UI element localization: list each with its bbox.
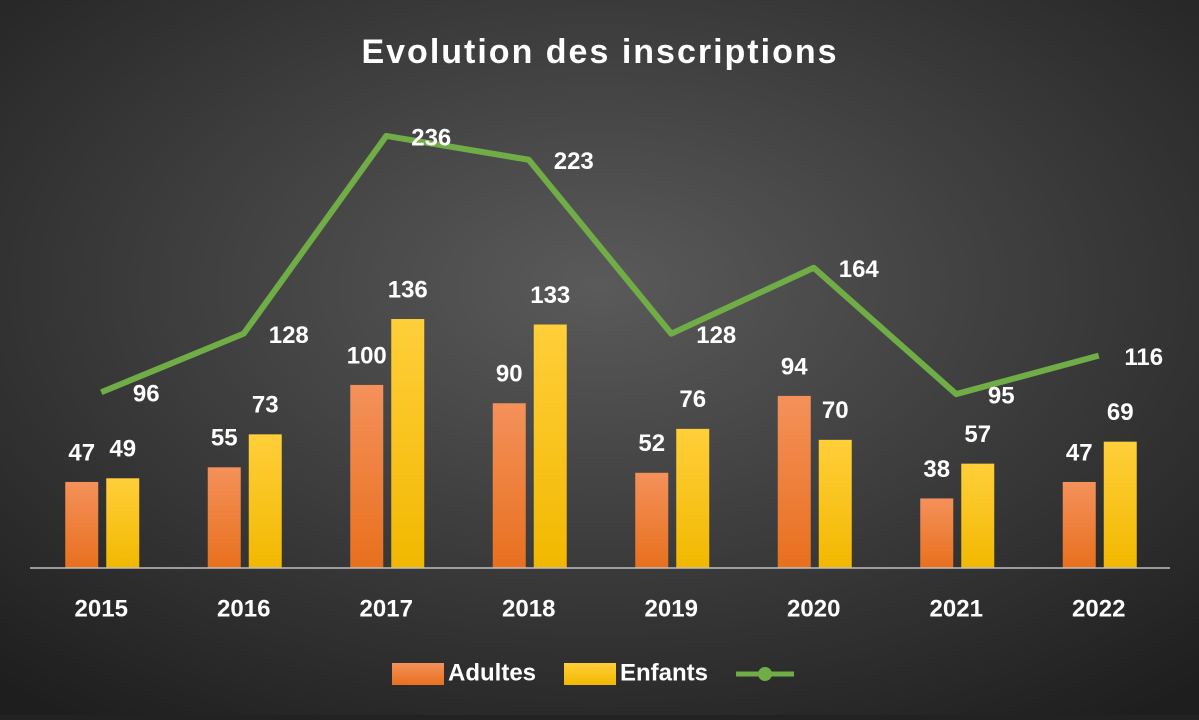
- data-label: 70: [822, 397, 849, 424]
- line: [100, 132, 1100, 398]
- bar: [391, 319, 425, 568]
- bar: [248, 434, 282, 568]
- data-label: 69: [1107, 399, 1134, 426]
- data-label: 90: [496, 361, 523, 388]
- data-label: 76: [679, 386, 706, 413]
- bar: [818, 439, 852, 568]
- data-label: 96: [133, 381, 160, 408]
- bar: [106, 478, 140, 568]
- bar: [492, 403, 526, 568]
- x-tick-label: 2019: [645, 595, 698, 622]
- data-label: 223: [554, 148, 594, 175]
- legend-swatch: [564, 663, 617, 685]
- data-label: 94: [781, 353, 808, 380]
- data-label: 164: [839, 256, 880, 283]
- data-label: 133: [530, 282, 570, 309]
- bar: [207, 467, 241, 568]
- data-label: 47: [1066, 439, 1093, 466]
- data-label: 236: [411, 124, 451, 151]
- bar: [920, 498, 954, 568]
- data-label: 52: [638, 430, 665, 457]
- data-label: 100: [347, 342, 387, 369]
- x-tick-label: 2017: [360, 595, 413, 622]
- x-tick-label: 2021: [930, 595, 983, 622]
- bar: [676, 428, 710, 568]
- data-label: 116: [1124, 344, 1163, 371]
- legend-label: Adultes: [448, 659, 536, 686]
- bar: [777, 395, 811, 568]
- chart-title: Evolution des inscriptions: [361, 33, 838, 71]
- bar: [65, 481, 99, 568]
- legend-swatch: [392, 663, 444, 685]
- data-label: 136: [388, 276, 428, 303]
- data-label: 128: [269, 322, 309, 349]
- data-label: 57: [964, 421, 991, 448]
- bar: [533, 324, 567, 568]
- data-label: 55: [211, 425, 238, 452]
- legend-label: Enfants: [620, 659, 708, 686]
- bar: [635, 472, 669, 568]
- legend-marker: [758, 667, 773, 681]
- data-label: 47: [68, 439, 95, 466]
- x-tick-label: 2022: [1072, 595, 1125, 622]
- data-label: 49: [109, 436, 136, 463]
- data-label: 73: [252, 392, 279, 419]
- x-tick-label: 2018: [502, 595, 555, 622]
- x-tick-label: 2020: [787, 595, 840, 622]
- bar: [1062, 481, 1096, 568]
- data-label: 128: [696, 322, 736, 349]
- bar: [350, 384, 384, 568]
- x-tick-label: 2016: [217, 595, 270, 622]
- x-tick-label: 2015: [75, 595, 128, 622]
- data-label: 38: [923, 456, 950, 483]
- data-label: 95: [988, 382, 1015, 409]
- bar: [1103, 441, 1137, 568]
- bar: [961, 463, 995, 568]
